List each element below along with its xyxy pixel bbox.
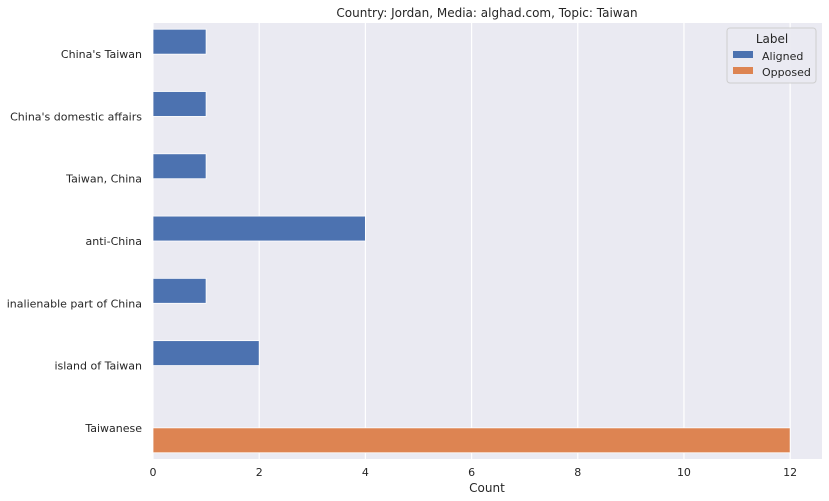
y-tick-labels: China's Taiwan China's domestic affairs Ta…	[7, 48, 143, 435]
legend-label-aligned: Aligned	[762, 50, 803, 63]
bar-aligned	[152, 28, 207, 55]
bar-aligned	[152, 91, 207, 117]
legend-swatch-opposed	[733, 67, 753, 74]
chart-title: Country: Jordan, Media: alghad.com, Topi…	[336, 6, 637, 20]
y-tick-label: China's domestic affairs	[10, 110, 142, 123]
x-tick-label: 12	[783, 466, 797, 479]
y-tick-label: Taiwan, China	[65, 173, 142, 186]
legend-swatch-aligned	[733, 51, 753, 58]
y-tick-label: anti-China	[86, 235, 142, 248]
x-tick-label: 10	[677, 466, 691, 479]
legend-title: Label	[756, 32, 788, 46]
x-tick-label: 8	[574, 466, 581, 479]
legend: Label Aligned Opposed	[726, 27, 817, 84]
y-tick-label: island of Taiwan	[54, 360, 142, 373]
x-axis-label: Count	[469, 481, 505, 495]
bar-aligned	[152, 277, 207, 304]
bars	[152, 28, 791, 454]
x-tick-label: 6	[468, 466, 475, 479]
bar-opposed	[152, 427, 791, 454]
x-tick-label: 0	[150, 466, 157, 479]
y-tick-label: inalienable part of China	[7, 297, 142, 310]
x-tick-label: 2	[256, 466, 263, 479]
legend-label-opposed: Opposed	[762, 66, 811, 79]
y-tick-label: Taiwanese	[84, 422, 142, 435]
bar-aligned	[152, 215, 366, 242]
x-tick-labels: 0 2 4 6 8 10 12	[150, 466, 798, 479]
x-tick-label: 4	[362, 466, 369, 479]
bar-aligned	[152, 153, 207, 180]
bar-aligned	[152, 340, 260, 366]
y-tick-label: China's Taiwan	[61, 48, 142, 61]
